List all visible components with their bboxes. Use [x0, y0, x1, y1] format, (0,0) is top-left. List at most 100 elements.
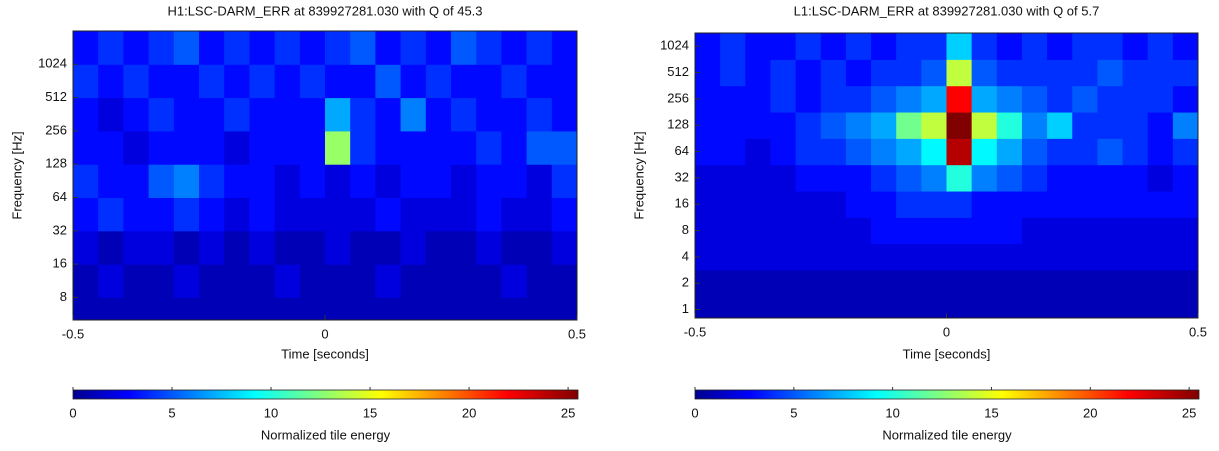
- heat-cell: [551, 264, 578, 298]
- heat-cell: [1021, 243, 1048, 271]
- heat-cell: [325, 31, 351, 65]
- heat-cell: [98, 97, 124, 132]
- heat-cell: [199, 297, 225, 321]
- x-tick-label: -0.5: [62, 326, 84, 341]
- heat-cell: [98, 230, 124, 265]
- heat-cell: [551, 230, 578, 265]
- heat-cell: [996, 164, 1023, 192]
- heat-cell: [526, 97, 553, 132]
- heat-cell: [745, 85, 771, 113]
- heat-cell: [1122, 217, 1149, 245]
- heat-cell: [375, 297, 402, 321]
- heat-cell: [896, 138, 922, 166]
- heat-cell: [996, 33, 1023, 60]
- heat-cell: [173, 297, 200, 321]
- heat-cell: [1147, 270, 1174, 297]
- heat-cell: [325, 130, 351, 165]
- heat-cell: [501, 31, 528, 65]
- heat-cell: [350, 197, 376, 232]
- heat-cell: [148, 31, 175, 65]
- heat-cell: [173, 230, 200, 265]
- heat-cell: [1047, 243, 1073, 271]
- heat-cell: [720, 112, 746, 139]
- heat-cell: [996, 270, 1023, 297]
- heat-cell: [820, 243, 847, 271]
- heat-cell: [350, 31, 376, 65]
- y-tick-label: 1024: [38, 56, 67, 71]
- heat-cell: [1122, 164, 1149, 192]
- chart-title: H1:LSC-DARM_ERR at 839927281.030 with Q …: [167, 3, 482, 18]
- heat-cell: [173, 97, 200, 132]
- y-tick-label: 128: [667, 117, 689, 132]
- heat-cell: [820, 138, 847, 166]
- heat-cell: [249, 297, 276, 321]
- y-tick-label: 128: [45, 156, 67, 171]
- heat-cell: [871, 33, 897, 60]
- heat-cell: [770, 59, 797, 87]
- heat-cell: [526, 297, 553, 321]
- heat-cell: [375, 264, 402, 298]
- heat-cell: [98, 64, 124, 99]
- colorbar: [72, 389, 579, 400]
- heat-cell: [795, 59, 822, 87]
- heat-cell: [425, 264, 452, 298]
- heat-cell: [375, 197, 402, 232]
- heat-cell: [526, 164, 553, 198]
- heat-cell: [1172, 112, 1199, 139]
- heat-cell: [1122, 270, 1149, 297]
- heat-cell: [551, 64, 578, 99]
- heat-cell: [325, 297, 351, 321]
- heat-cell: [1047, 217, 1073, 245]
- heat-cell: [795, 112, 822, 139]
- heat-cell: [745, 296, 771, 319]
- heat-cell: [1122, 191, 1149, 218]
- heat-cell: [1172, 59, 1199, 87]
- heat-cell: [921, 164, 947, 192]
- y-tick-label: 8: [60, 289, 67, 304]
- heat-cell: [501, 197, 528, 232]
- heat-cell: [820, 296, 847, 319]
- heat-cell: [845, 270, 872, 297]
- heat-cell: [820, 164, 847, 192]
- heat-cell: [551, 164, 578, 198]
- heat-cell: [451, 130, 477, 165]
- heat-cell: [921, 243, 947, 271]
- heat-cell: [299, 64, 326, 99]
- heat-cell: [199, 164, 225, 198]
- colorbar-tick-label: 15: [984, 405, 998, 420]
- heat-cell: [720, 164, 746, 192]
- colorbar-tick-label: 20: [462, 405, 476, 420]
- heat-cell: [720, 296, 746, 319]
- heat-cell: [73, 264, 99, 298]
- heat-cell: [946, 243, 973, 271]
- heat-cell: [1021, 296, 1048, 319]
- heat-cell: [98, 164, 124, 198]
- x-axis-label: Time [seconds]: [903, 346, 991, 361]
- heat-cell: [123, 31, 150, 65]
- heat-cell: [1021, 164, 1048, 192]
- heat-cell: [1047, 164, 1073, 192]
- heat-cell: [1172, 296, 1199, 319]
- heat-cell: [795, 191, 822, 218]
- heat-cell: [1047, 138, 1073, 166]
- heat-cell: [526, 31, 553, 65]
- heat-cell: [325, 97, 351, 132]
- heat-cell: [1021, 217, 1048, 245]
- heat-cell: [1172, 217, 1199, 245]
- heat-cell: [299, 31, 326, 65]
- heat-cell: [249, 197, 276, 232]
- heat-cell: [425, 197, 452, 232]
- heat-cell: [946, 191, 973, 218]
- heat-cell: [249, 164, 276, 198]
- colorbar: [694, 389, 1200, 400]
- y-tick-label: 32: [675, 169, 689, 184]
- heat-cell: [745, 217, 771, 245]
- heat-cell: [526, 264, 553, 298]
- heat-cell: [451, 197, 477, 232]
- heat-cell: [325, 197, 351, 232]
- heat-cell: [299, 97, 326, 132]
- heat-cell: [795, 296, 822, 319]
- heat-cell: [425, 64, 452, 99]
- heat-cell: [820, 191, 847, 218]
- heat-cell: [1072, 296, 1098, 319]
